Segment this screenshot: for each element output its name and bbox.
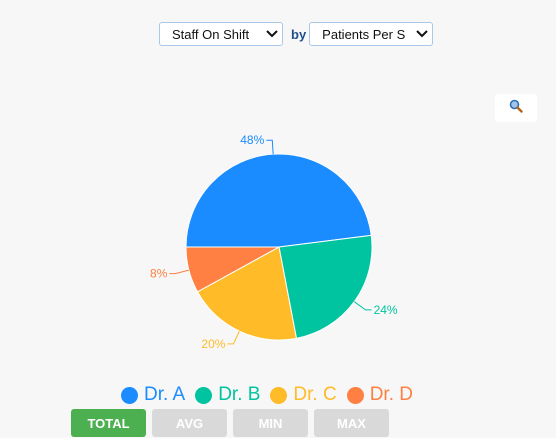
group-select[interactable]: Patients Per S: [309, 22, 434, 46]
pie-slice-label: 48%: [240, 133, 264, 147]
pie-label-leader: [227, 330, 240, 345]
legend-swatch: [346, 386, 364, 404]
pie-label-leader: [353, 301, 372, 311]
tab-max[interactable]: MAX: [314, 409, 389, 437]
pie-label-leader: [266, 139, 274, 155]
tab-total[interactable]: TOTAL: [71, 409, 146, 437]
legend-item[interactable]: Dr. A: [121, 384, 185, 406]
legend-label: Dr. B: [218, 384, 261, 405]
pie-label-leader: [169, 269, 190, 275]
pie-slice-dr-a[interactable]: [185, 153, 372, 248]
legend-label: Dr. A: [144, 384, 186, 405]
metric-select[interactable]: Staff On Shift: [159, 22, 283, 46]
chart-controls: Staff On Shift by Patients Per S: [159, 22, 434, 46]
by-label: by: [291, 26, 307, 42]
pie-slice-label: 8%: [150, 267, 168, 281]
chart-legend: Dr. A Dr. B Dr. C Dr. D: [121, 384, 423, 406]
tab-avg[interactable]: AVG: [152, 409, 227, 437]
chevron-down-icon: [416, 30, 428, 38]
legend-swatch: [195, 386, 213, 404]
pie-slice-dr-c[interactable]: [196, 246, 298, 341]
legend-swatch: [270, 386, 288, 404]
legend-label: Dr. C: [293, 384, 337, 405]
pie-slice-label: 20%: [201, 337, 225, 351]
zoom-button[interactable]: [495, 94, 537, 122]
legend-item[interactable]: Dr. B: [195, 384, 260, 406]
legend-label: Dr. D: [369, 384, 413, 405]
chevron-down-icon: [266, 30, 278, 38]
metric-select-value: Staff On Shift: [172, 26, 250, 42]
group-select-value: Patients Per S: [322, 26, 406, 42]
pie-slice-label: 24%: [374, 303, 398, 317]
magnifier-icon: [509, 99, 523, 118]
legend-item[interactable]: Dr. D: [346, 384, 413, 406]
legend-item[interactable]: Dr. C: [270, 384, 337, 406]
aggregate-tabs: TOTAL AVG MIN MAX: [71, 409, 395, 437]
tab-min[interactable]: MIN: [233, 409, 308, 437]
legend-swatch: [121, 386, 138, 404]
